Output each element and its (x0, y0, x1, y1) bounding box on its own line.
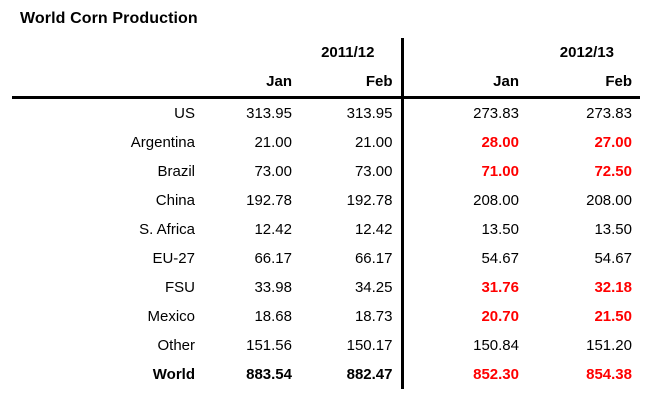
year-group-2011-12: 2011/12 (205, 38, 404, 67)
value-cell: 13.50 (594, 221, 632, 238)
table-row: S. Africa 12.42 12.42 13.50 13.50 (12, 215, 640, 244)
column-header-jan-1: Jan (205, 67, 300, 99)
row-label: S. Africa (139, 221, 195, 238)
value-cell: 13.50 (481, 221, 519, 238)
value-cell: 66.17 (300, 244, 404, 273)
value-cell: 150.84 (473, 337, 519, 354)
table-body: US 313.95 313.95 273.83 273.83 Argentina 21.00… (12, 97, 640, 389)
value-cell: 27.00 (594, 134, 632, 151)
table-row: World 883.54 882.47 852.30 854.38 (12, 360, 640, 389)
value-cell: 208.00 (473, 192, 519, 209)
value-cell: 54.67 (594, 250, 632, 267)
table-row: US 313.95 313.95 273.83 273.83 (12, 97, 640, 128)
value-cell: 12.42 (254, 221, 292, 238)
value-cell: 34.25 (300, 273, 404, 302)
value-cell: 72.50 (594, 163, 632, 180)
column-header-jan-2: Jan (402, 67, 527, 99)
value-cell: 21.00 (300, 128, 404, 157)
value-cell: 883.54 (246, 366, 292, 383)
value-cell: 273.83 (586, 105, 632, 122)
table-row: Mexico 18.68 18.73 20.70 21.50 (12, 302, 640, 331)
value-cell: 208.00 (586, 192, 632, 209)
table-row: Brazil 73.00 73.00 71.00 72.50 (12, 157, 640, 186)
value-cell: 18.68 (254, 308, 292, 325)
value-cell: 852.30 (473, 366, 519, 383)
value-cell: 21.00 (254, 134, 292, 151)
page-title: World Corn Production (20, 10, 198, 27)
value-cell: 150.17 (300, 331, 404, 360)
row-label: World (152, 366, 195, 383)
table-row: FSU 33.98 34.25 31.76 32.18 (12, 273, 640, 302)
month-header-row: Jan Feb Jan Feb (12, 67, 640, 99)
value-cell: 28.00 (481, 134, 519, 151)
value-cell: 18.73 (300, 302, 404, 331)
value-cell: 151.56 (246, 337, 292, 354)
column-header-feb-1: Feb (300, 67, 404, 99)
year-group-2012-13: 2012/13 (559, 44, 614, 61)
label-column-header (12, 67, 205, 99)
year-header-row: 2011/12 2012/13 (12, 38, 640, 67)
value-cell: 54.67 (481, 250, 519, 267)
value-cell: 192.78 (246, 192, 292, 209)
value-cell: 151.20 (586, 337, 632, 354)
worksheet: World Corn Production 2011/12 2012/13 Ja… (12, 10, 640, 389)
table-row: Argentina 21.00 21.00 28.00 27.00 (12, 128, 640, 157)
table-row: Other 151.56 150.17 150.84 151.20 (12, 331, 640, 360)
row-label: Brazil (157, 163, 195, 180)
row-label: EU-27 (152, 250, 195, 267)
value-cell: 313.95 (246, 105, 292, 122)
column-header-feb-2: Feb (527, 67, 640, 99)
row-label: China (155, 192, 195, 209)
value-cell: 31.76 (481, 279, 519, 296)
row-label: Mexico (147, 308, 195, 325)
row-label: FSU (165, 279, 195, 296)
row-label: US (174, 105, 195, 122)
value-cell: 32.18 (594, 279, 632, 296)
value-cell: 12.42 (300, 215, 404, 244)
value-cell: 73.00 (254, 163, 292, 180)
row-label: Argentina (130, 134, 195, 151)
value-cell: 313.95 (300, 97, 404, 128)
row-label: Other (157, 337, 195, 354)
corner-spacer (12, 38, 205, 67)
value-cell: 20.70 (481, 308, 519, 325)
value-cell: 71.00 (481, 163, 519, 180)
table-row: EU-27 66.17 66.17 54.67 54.67 (12, 244, 640, 273)
value-cell: 854.38 (586, 366, 632, 383)
table-row: China 192.78 192.78 208.00 208.00 (12, 186, 640, 215)
value-cell: 66.17 (254, 250, 292, 267)
value-cell: 882.47 (300, 360, 404, 389)
value-cell: 192.78 (300, 186, 404, 215)
value-cell: 73.00 (300, 157, 404, 186)
value-cell: 21.50 (594, 308, 632, 325)
value-cell: 273.83 (473, 105, 519, 122)
value-cell: 33.98 (254, 279, 292, 296)
corn-production-table: 2011/12 2012/13 Jan Feb Jan Feb US 313.95… (12, 38, 640, 389)
